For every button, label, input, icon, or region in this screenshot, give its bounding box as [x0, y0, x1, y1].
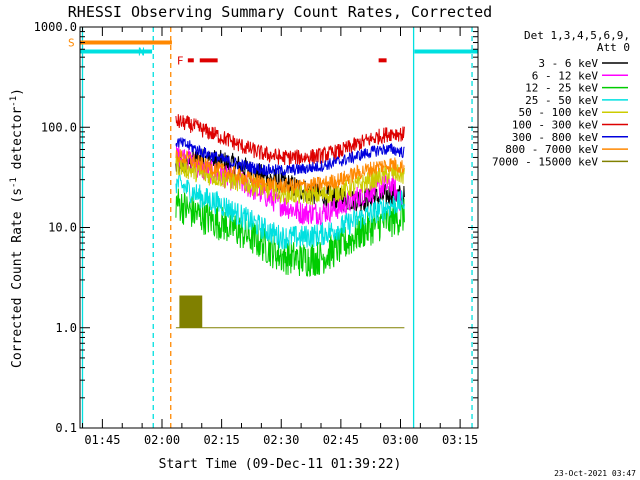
series-spikes [179, 295, 203, 328]
y-tick-label: 1.0 [55, 321, 77, 335]
legend-entry-label: 800 - 7000 keV [505, 143, 598, 156]
flag-label: F [177, 54, 184, 67]
series-line [175, 188, 405, 278]
x-tick-label: 02:00 [144, 433, 180, 447]
y-tick-label: 100.0 [41, 120, 77, 134]
x-tick-label: 02:45 [323, 433, 359, 447]
series-line [175, 114, 405, 166]
legend-header-line1: Det 1,3,4,5,6,9, [524, 29, 630, 42]
y-axis-label: Corrected Count Rate (s-1 detector-1) [9, 88, 25, 368]
flag-label: N [138, 45, 145, 58]
x-tick-label: 01:45 [84, 433, 120, 447]
y-axis-label-main: Corrected Count Rate (s [10, 188, 25, 368]
legend-entry-label: 50 - 100 keV [519, 106, 599, 119]
footer-date: 23-Oct-2021 03:47 [554, 469, 636, 478]
series-line [175, 149, 405, 194]
y-axis-label-sup1: -1 [9, 177, 19, 188]
series-line [175, 137, 405, 177]
y-tick-label: 10.0 [48, 221, 77, 235]
x-tick-label: 03:15 [442, 433, 478, 447]
series-line [175, 156, 405, 206]
legend-entry-label: 100 - 300 keV [512, 119, 598, 132]
series-line [175, 172, 405, 250]
y-axis-label-mid: detector [10, 107, 25, 178]
x-tick-label: 02:15 [204, 433, 240, 447]
chart-title: RHESSI Observing Summary Count Rates, Co… [68, 3, 492, 21]
flag-label: S [68, 37, 75, 50]
y-tick-label: 1000.0 [34, 20, 77, 34]
x-tick-label: 02:30 [263, 433, 299, 447]
y-tick-label: 0.1 [55, 421, 77, 435]
legend-entry-label: 300 - 800 keV [512, 131, 598, 144]
x-tick-label: 03:00 [382, 433, 418, 447]
legend-entry-label: 6 - 12 keV [532, 69, 599, 82]
legend-entry-label: 25 - 50 keV [525, 94, 598, 107]
legend-entry-label: 3 - 6 keV [538, 57, 598, 70]
legend-entry-label: 7000 - 15000 keV [492, 155, 598, 168]
legend-entry-label: 12 - 25 keV [525, 82, 598, 95]
y-axis-label-end: ) [10, 88, 25, 96]
legend-header-line2: Att 0 [597, 41, 630, 54]
x-axis-label: Start Time (09-Dec-11 01:39:22) [159, 457, 402, 472]
y-axis-label-sup2: -1 [9, 96, 19, 107]
